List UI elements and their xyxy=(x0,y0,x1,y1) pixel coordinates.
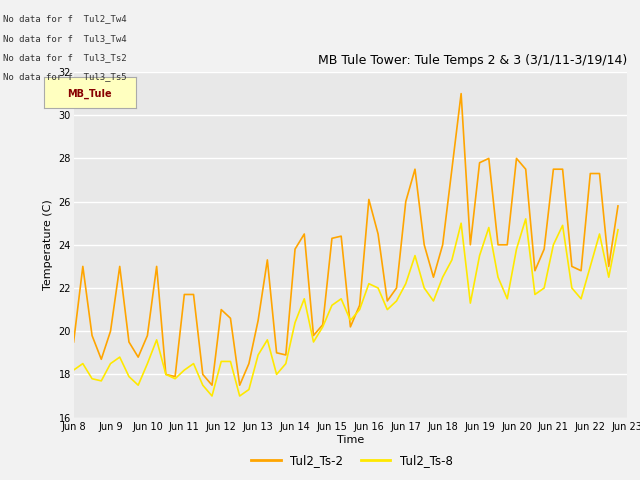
Tul2_Ts-8 xyxy=(420,285,428,291)
Tul2_Ts-2 xyxy=(614,203,622,209)
Tul2_Ts-8 xyxy=(162,372,170,377)
Tul2_Ts-8 xyxy=(208,393,216,399)
Tul2_Ts-8 xyxy=(218,359,225,364)
Tul2_Ts-2 xyxy=(162,372,170,377)
Tul2_Ts-2 xyxy=(218,307,225,312)
Legend: Tul2_Ts-2, Tul2_Ts-8: Tul2_Ts-2, Tul2_Ts-8 xyxy=(246,449,458,472)
Line: Tul2_Ts-8: Tul2_Ts-8 xyxy=(74,219,618,396)
Text: MB Tule Tower: Tule Temps 2 & 3 (3/1/11-3/19/14): MB Tule Tower: Tule Temps 2 & 3 (3/1/11-… xyxy=(318,54,627,67)
Tul2_Ts-8 xyxy=(254,352,262,358)
Tul2_Ts-2 xyxy=(264,257,271,263)
Tul2_Ts-2 xyxy=(254,318,262,324)
Tul2_Ts-8 xyxy=(522,216,529,222)
Tul2_Ts-2 xyxy=(70,339,77,345)
Text: No data for f  Tul3_Ts5: No data for f Tul3_Ts5 xyxy=(3,72,127,81)
Tul2_Ts-8 xyxy=(70,367,77,373)
Tul2_Ts-2 xyxy=(208,383,216,388)
Line: Tul2_Ts-2: Tul2_Ts-2 xyxy=(74,94,618,385)
Text: MB_Tule: MB_Tule xyxy=(68,89,112,99)
Tul2_Ts-2 xyxy=(236,383,244,388)
Text: No data for f  Tul3_Ts2: No data for f Tul3_Ts2 xyxy=(3,53,127,62)
Tul2_Ts-8 xyxy=(236,393,244,399)
Text: No data for f  Tul3_Tw4: No data for f Tul3_Tw4 xyxy=(3,34,127,43)
Y-axis label: Temperature (C): Temperature (C) xyxy=(43,199,52,290)
X-axis label: Time: Time xyxy=(337,435,364,445)
Tul2_Ts-8 xyxy=(614,227,622,233)
Text: No data for f  Tul2_Tw4: No data for f Tul2_Tw4 xyxy=(3,14,127,24)
Tul2_Ts-8 xyxy=(264,337,271,343)
Tul2_Ts-2 xyxy=(457,91,465,96)
Tul2_Ts-2 xyxy=(420,242,428,248)
